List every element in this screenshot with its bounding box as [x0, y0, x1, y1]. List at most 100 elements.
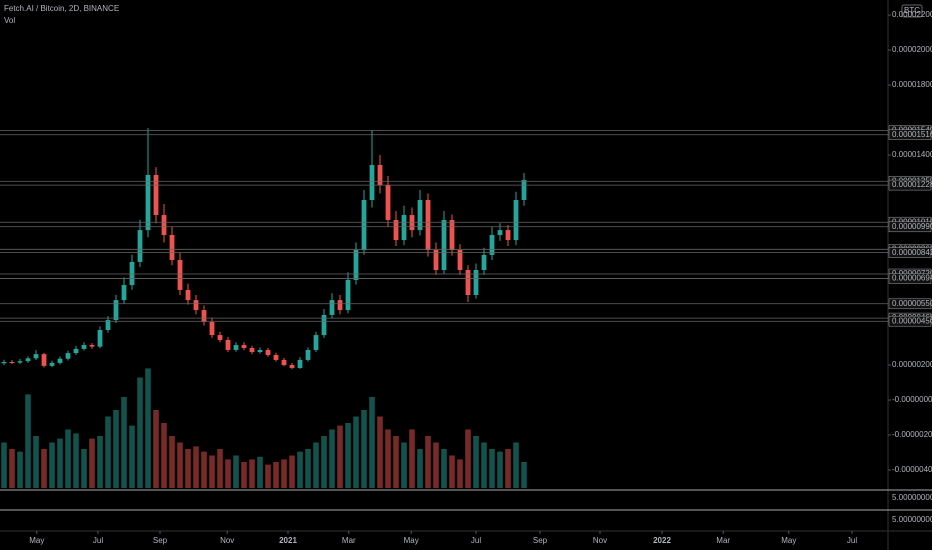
volume-bar [377, 416, 383, 488]
volume-bar [137, 377, 143, 488]
volume-bar [337, 425, 343, 488]
x-tick-label: 2021 [279, 536, 297, 545]
volume-bar [441, 449, 447, 488]
volume-bar [449, 455, 455, 488]
candle-body [265, 349, 271, 356]
y-tick-label: 0.00001800 [892, 80, 932, 89]
volume-bar [489, 449, 495, 488]
x-tick-label: May [404, 536, 419, 545]
x-tick-label: May [781, 536, 796, 545]
volume-bar [345, 423, 351, 488]
candle-body [177, 260, 183, 290]
volume-bar [201, 451, 207, 488]
candle-body [481, 254, 487, 270]
level-label: 0.00001228 [892, 180, 932, 189]
volume-bar [465, 429, 471, 488]
candle-body [513, 199, 519, 241]
level-label: 0.00000694 [892, 274, 932, 283]
volume-bar [129, 425, 135, 488]
volume-bar [57, 438, 63, 488]
volume-bar [49, 442, 55, 488]
volume-bar [113, 410, 119, 488]
volume-bar [121, 397, 127, 488]
y-tick-label: -0.00000200 [892, 430, 932, 439]
volume-bar [273, 462, 279, 488]
volume-bar [289, 455, 295, 488]
candle-body [129, 261, 135, 286]
x-tick-label: Sep [153, 536, 168, 545]
volume-bar [33, 436, 39, 488]
candle-body [153, 174, 159, 216]
candle-body [65, 353, 71, 359]
candle-body [521, 180, 527, 200]
volume-bar [425, 436, 431, 488]
volume-bar [233, 455, 239, 488]
volume-bar [265, 464, 271, 488]
volume-bar [353, 416, 359, 488]
candle-body [241, 345, 247, 349]
y-tick-label: -0.00000000 [892, 395, 932, 404]
x-tick-label: Jul [93, 536, 103, 545]
candle-body [433, 250, 439, 270]
y-tick-label: 0.00000200 [892, 360, 932, 369]
volume-bar [257, 456, 263, 488]
volume-bar [321, 436, 327, 488]
level-label-box [888, 315, 932, 327]
candle-body [353, 250, 359, 280]
volume-bar [217, 449, 223, 488]
volume-bar [185, 449, 191, 488]
y-tick-label: -0.00000400 [892, 465, 932, 474]
candle-body [361, 199, 367, 251]
x-tick-label: May [29, 536, 44, 545]
candle-body [145, 174, 151, 231]
x-tick-label: Mar [716, 536, 730, 545]
volume-bar [177, 442, 183, 488]
candle-body [305, 349, 311, 360]
candle-body [33, 354, 39, 359]
volume-bar [65, 429, 71, 488]
pane-scale-label: 5.00000000 [892, 493, 932, 502]
level-label-box [888, 179, 932, 191]
candle-body [73, 348, 79, 354]
volume-bar [473, 436, 479, 488]
volume-bar [313, 442, 319, 488]
candle-body [81, 345, 87, 349]
candle-body [313, 335, 319, 350]
volume-bar [41, 449, 47, 488]
level-label: 0.00001516 [892, 130, 932, 139]
volume-bar [105, 416, 111, 488]
candle-body [209, 321, 215, 336]
volume-bar [513, 442, 519, 488]
candle-body [225, 339, 231, 350]
volume-bar [305, 449, 311, 488]
volume-bar [25, 394, 31, 488]
candle-body [17, 361, 23, 363]
candle-body [169, 234, 175, 261]
candle-body [257, 349, 263, 353]
level-label: 0.00000842 [892, 248, 932, 257]
volume-bar [1, 442, 7, 488]
level-label-box [888, 247, 932, 258]
candle-body [345, 279, 351, 311]
candle-body [193, 300, 199, 311]
volume-bar [329, 429, 335, 488]
candle-body [41, 354, 47, 366]
y-tick-label: 0.00002000 [892, 45, 932, 54]
volume-bar [193, 446, 199, 488]
volume-bar [497, 451, 503, 488]
candle-body [377, 164, 383, 185]
candle-body [249, 348, 255, 353]
currency-badge[interactable] [901, 4, 923, 18]
volume-bar [281, 459, 287, 488]
volume-bar [249, 459, 255, 488]
candle-body [417, 199, 423, 231]
volume-bar [89, 438, 95, 488]
candle-body [337, 300, 343, 311]
candle-body [401, 215, 407, 241]
volume-label: Vol [4, 16, 15, 25]
candle-body [233, 345, 239, 350]
candle-body [297, 359, 303, 368]
candle-body [393, 219, 399, 241]
volume-bar [145, 368, 151, 488]
